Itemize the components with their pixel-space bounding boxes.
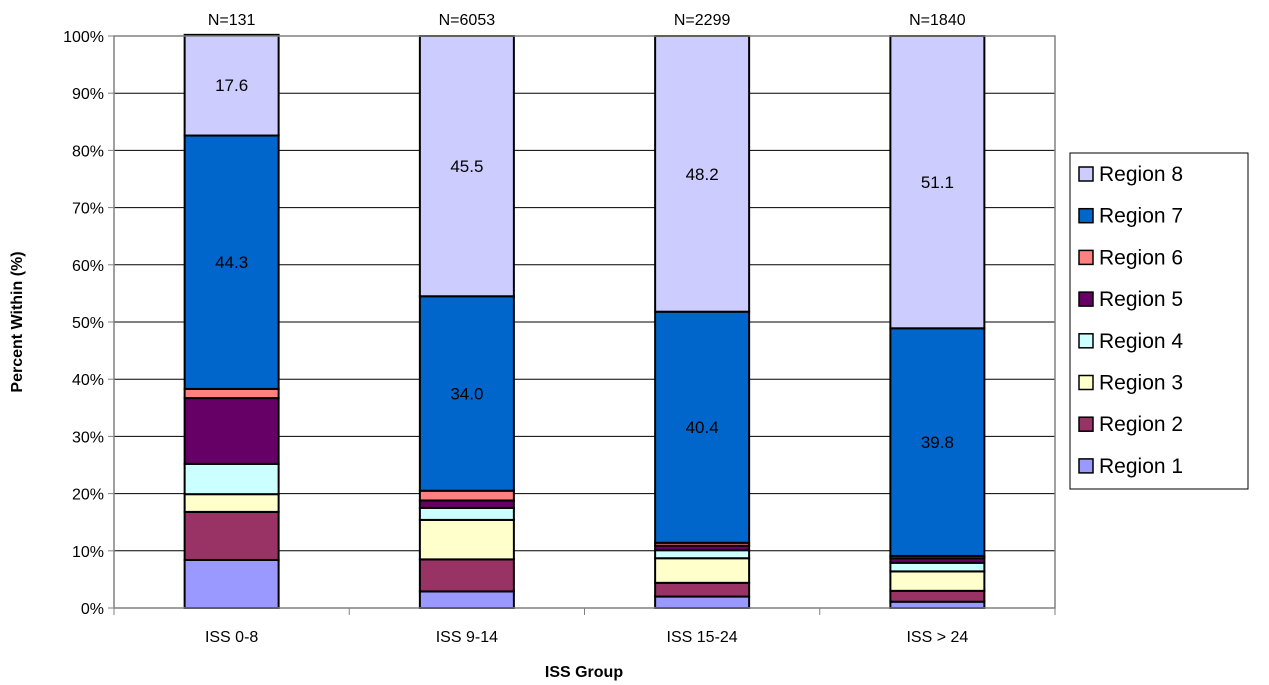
legend-label: Region 8	[1099, 163, 1183, 186]
bar-segment	[418, 506, 515, 521]
data-label: 34.0	[450, 385, 483, 404]
data-label: 44.3	[215, 253, 248, 272]
x-tick-label: ISS 15-24	[667, 629, 738, 646]
bar-segment	[654, 595, 751, 609]
axes	[108, 35, 1056, 615]
y-tick-label: 100%	[63, 29, 104, 46]
data-label: 48.2	[686, 165, 719, 184]
bar-segment	[183, 510, 280, 561]
bar-segment	[889, 327, 986, 557]
y-tick-label: 50%	[72, 315, 104, 332]
data-label: 39.8	[921, 433, 954, 452]
bar-segment	[183, 387, 280, 400]
data-label: 40.4	[686, 418, 719, 437]
bar-segment	[889, 561, 986, 573]
bar-segment	[889, 570, 986, 592]
legend-swatch	[1078, 166, 1094, 182]
bar-segment	[183, 33, 280, 137]
legend-label: Region 6	[1099, 246, 1183, 269]
bar-segment	[654, 581, 751, 598]
bars	[183, 33, 986, 610]
sample-size-label: N=2299	[674, 12, 731, 29]
data-label: 51.1	[921, 173, 954, 192]
x-axis-title: ISS Group	[545, 664, 623, 681]
sample-size-label: N=6053	[439, 12, 496, 29]
bar-segment	[418, 590, 515, 609]
legend-label: Region 5	[1099, 288, 1183, 311]
sample-size-label: N=131	[208, 12, 256, 29]
legend-swatch	[1078, 374, 1094, 391]
y-tick-label: 0%	[81, 601, 104, 618]
y-tick-label: 30%	[72, 429, 104, 446]
y-tick-label: 40%	[72, 372, 104, 389]
legend: Region 8 Region 7 Region 6 Region 5 Region 4…	[1069, 152, 1249, 490]
sample-size-label: N=1840	[909, 12, 966, 29]
y-tick-label: 70%	[72, 201, 104, 218]
labels: 0% 10% 20% 30% 40% 50% 60% 70% 80% 90% 100% 44.3 17.…	[63, 12, 968, 646]
bar-segment	[418, 295, 515, 492]
bar-segment	[183, 462, 280, 496]
y-tick-label: 10%	[72, 544, 104, 561]
x-tick-label: ISS 0-8	[205, 629, 258, 646]
legend-label: Region 3	[1099, 372, 1183, 395]
legend-label: Region 1	[1099, 455, 1183, 478]
x-tick-label: ISS > 24	[906, 629, 968, 646]
data-label: 17.6	[215, 76, 248, 95]
bar-segment	[183, 558, 280, 610]
bar-segment	[418, 558, 515, 593]
y-axis-title: Percent Within (%)	[9, 251, 26, 392]
bar-segment	[183, 397, 280, 465]
legend-swatch	[1078, 207, 1094, 224]
y-tick-label: 60%	[72, 258, 104, 275]
y-tick-label: 90%	[72, 86, 104, 103]
legend-swatch	[1078, 249, 1094, 266]
legend-swatch	[1078, 416, 1094, 432]
data-label: 45.5	[450, 157, 483, 176]
legend-box	[1069, 152, 1249, 490]
bar-segment	[889, 35, 986, 330]
y-tick-label: 20%	[72, 487, 104, 504]
legend-swatch	[1078, 458, 1094, 474]
bar-segment	[418, 499, 515, 509]
bar-segment	[654, 310, 751, 544]
bar-segment	[654, 557, 751, 584]
bar-segment	[418, 518, 515, 561]
bar-segment	[418, 35, 515, 298]
legend-label: Region 4	[1099, 330, 1183, 353]
bar-segment	[654, 549, 751, 560]
x-tick-label: ISS 9-14	[436, 629, 498, 646]
y-tick-label: 80%	[72, 143, 104, 160]
legend-label: Region 2	[1099, 413, 1183, 436]
legend-label: Region 7	[1099, 205, 1183, 228]
bar-segment	[418, 489, 515, 502]
bar-segment	[889, 589, 986, 603]
legend-swatch	[1078, 333, 1094, 349]
legend-swatch	[1078, 291, 1094, 307]
bar-segment	[183, 493, 280, 513]
